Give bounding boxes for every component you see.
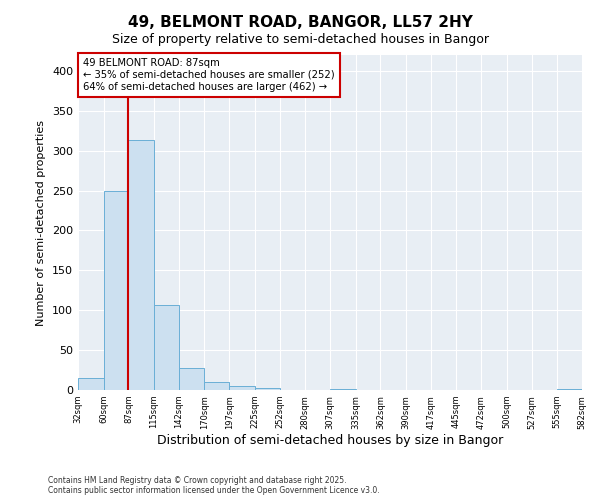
- Text: Size of property relative to semi-detached houses in Bangor: Size of property relative to semi-detach…: [112, 32, 488, 46]
- Y-axis label: Number of semi-detached properties: Number of semi-detached properties: [37, 120, 46, 326]
- Bar: [104, 190, 128, 390]
- Bar: [154, 306, 179, 390]
- Text: Contains HM Land Registry data © Crown copyright and database right 2025.
Contai: Contains HM Land Registry data © Crown c…: [48, 476, 380, 495]
- Bar: [330, 389, 356, 390]
- Text: 49, BELMONT ROAD, BANGOR, LL57 2HY: 49, BELMONT ROAD, BANGOR, LL57 2HY: [128, 15, 472, 30]
- Bar: [179, 368, 205, 390]
- Text: 49 BELMONT ROAD: 87sqm
← 35% of semi-detached houses are smaller (252)
64% of se: 49 BELMONT ROAD: 87sqm ← 35% of semi-det…: [83, 58, 335, 92]
- Bar: [128, 140, 154, 390]
- Bar: [557, 389, 582, 390]
- Bar: [205, 382, 229, 390]
- Bar: [78, 378, 104, 390]
- X-axis label: Distribution of semi-detached houses by size in Bangor: Distribution of semi-detached houses by …: [157, 434, 503, 448]
- Bar: [229, 386, 255, 390]
- Bar: [255, 388, 280, 390]
